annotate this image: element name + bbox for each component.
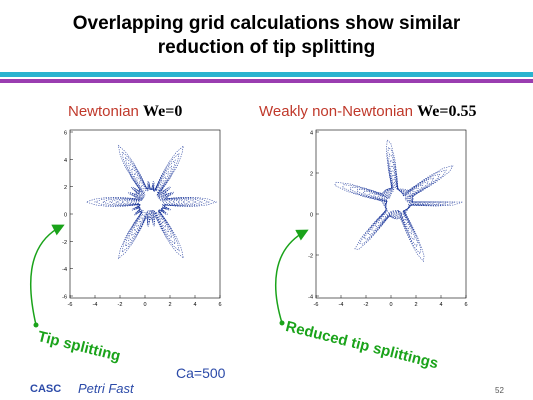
newtonian-contour-ring bbox=[108, 162, 197, 242]
newtonian-axes-box bbox=[69, 129, 221, 299]
non-newtonian-contour-ring bbox=[362, 164, 436, 235]
non-newtonian-ytick-label: 2 bbox=[310, 172, 313, 178]
newtonian-ytick-label: -4 bbox=[62, 267, 67, 273]
non-newtonian-xtick-label: 0 bbox=[389, 302, 392, 308]
non-newtonian-heading: Weakly non-Newtonian We=0.55 bbox=[259, 103, 476, 121]
non-newtonian-heading-param: We=0.55 bbox=[417, 103, 477, 120]
newtonian-contour-ring bbox=[125, 177, 180, 227]
non-newtonian-heading-text: Weakly non-Newtonian bbox=[259, 103, 418, 120]
non-newtonian-contours bbox=[334, 139, 463, 263]
newtonian-xtick-label: 0 bbox=[143, 302, 146, 308]
newtonian-ytick-label: 4 bbox=[64, 158, 67, 164]
non-newtonian-contour-ring bbox=[368, 169, 431, 230]
newtonian-contour-ring bbox=[133, 184, 172, 220]
non-newtonian-contour-ring bbox=[334, 139, 463, 263]
org-logo-text: CASC bbox=[30, 383, 62, 395]
non-newtonian-ytick-label: -2 bbox=[308, 254, 313, 260]
tip-splitting-arrow-dot bbox=[33, 322, 39, 328]
newtonian-xtick-label: -4 bbox=[93, 302, 98, 308]
non-newtonian-xtick-label: 2 bbox=[414, 302, 417, 308]
title-rule-purple bbox=[0, 79, 533, 83]
newtonian-contour-plot: 6 4 2 0 -2 -4 -6-6 -4 -2 0 2 4 6 bbox=[62, 129, 222, 308]
reduced-splitting-arrow bbox=[274, 229, 309, 324]
reduced-splitting-arrow-dot bbox=[279, 320, 285, 326]
non-newtonian-ytick-label: -4 bbox=[308, 295, 313, 301]
newtonian-contour-ring bbox=[101, 157, 203, 247]
newtonian-xtick-label: 6 bbox=[218, 302, 221, 308]
newtonian-ytick-label: 6 bbox=[64, 131, 67, 137]
newtonian-xtick-label: -6 bbox=[68, 302, 73, 308]
non-newtonian-ytick-label: 0 bbox=[310, 213, 313, 219]
newtonian-xtick-label: -2 bbox=[118, 302, 123, 308]
non-newtonian-contour-ring bbox=[377, 178, 422, 221]
newtonian-heading: Newtonian We=0 bbox=[68, 103, 182, 121]
tip-splitting-arrow bbox=[29, 224, 65, 326]
title-line-1: Overlapping grid calculations show simil… bbox=[72, 13, 461, 34]
newtonian-ytick-label: -6 bbox=[62, 295, 67, 301]
newtonian-contour-ring bbox=[115, 167, 191, 237]
non-newtonian-contour-plot: 420-2-4-6 -4 -2 0 2 4 6 bbox=[308, 129, 468, 308]
newtonian-ytick-label: 0 bbox=[64, 213, 67, 219]
non-newtonian-contour-ring bbox=[356, 159, 442, 241]
capillary-number-label: Ca=500 bbox=[176, 365, 226, 381]
title-line-2: reduction of tip splitting bbox=[157, 37, 376, 58]
title-rule-cyan bbox=[0, 72, 533, 77]
non-newtonian-xtick-label: -4 bbox=[339, 302, 344, 308]
slide-title: Overlapping grid calculations show simil… bbox=[0, 12, 533, 60]
author-name: Petri Fast bbox=[78, 381, 134, 396]
newtonian-heading-param: We=0 bbox=[143, 103, 183, 120]
newtonian-heading-text: Newtonian bbox=[68, 103, 144, 120]
newtonian-xtick-label: 4 bbox=[193, 302, 196, 308]
newtonian-contour-ring bbox=[93, 151, 210, 253]
non-newtonian-contour-ring bbox=[342, 146, 456, 255]
page-number: 52 bbox=[495, 386, 504, 395]
newtonian-ytick-label: 2 bbox=[64, 185, 67, 191]
non-newtonian-xtick-label: -6 bbox=[314, 302, 319, 308]
non-newtonian-xtick-label: 6 bbox=[464, 302, 467, 308]
non-newtonian-xtick-label: 4 bbox=[439, 302, 442, 308]
newtonian-contour-ring bbox=[136, 188, 168, 217]
newtonian-xtick-label: 2 bbox=[168, 302, 171, 308]
non-newtonian-axes-box bbox=[315, 129, 467, 299]
non-newtonian-contour-ring bbox=[349, 153, 449, 248]
non-newtonian-ytick-label: 4 bbox=[310, 131, 313, 137]
newtonian-contours bbox=[85, 144, 218, 260]
newtonian-ytick-label: -2 bbox=[62, 240, 67, 246]
non-newtonian-xtick-label: -2 bbox=[364, 302, 369, 308]
